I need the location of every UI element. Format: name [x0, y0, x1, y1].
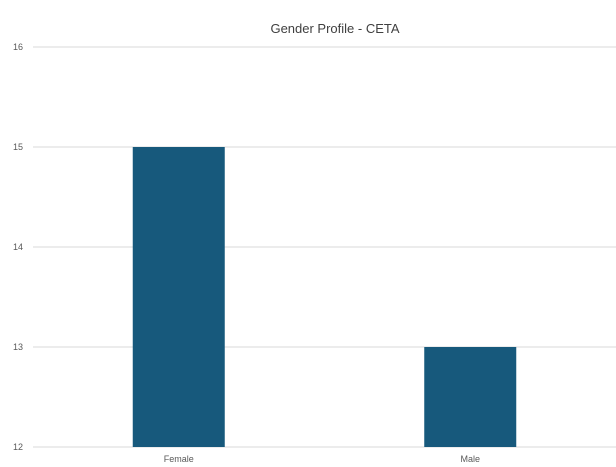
x-axis-category-labels: Female Male — [164, 454, 480, 464]
y-tick-label: 13 — [13, 342, 23, 352]
x-category-label-male: Male — [460, 454, 480, 464]
y-tick-label: 16 — [13, 42, 23, 52]
bar-male — [424, 347, 517, 447]
gridlines — [33, 46, 616, 448]
chart-title: Gender Profile - CETA — [270, 21, 399, 36]
y-tick-label: 15 — [13, 142, 23, 152]
y-tick-label: 12 — [13, 442, 23, 452]
y-tick-label: 14 — [13, 242, 23, 252]
y-axis-tick-labels: 12 13 14 15 16 — [13, 42, 23, 452]
x-category-label-female: Female — [164, 454, 194, 464]
bars — [132, 147, 517, 447]
bar-female — [132, 147, 225, 447]
